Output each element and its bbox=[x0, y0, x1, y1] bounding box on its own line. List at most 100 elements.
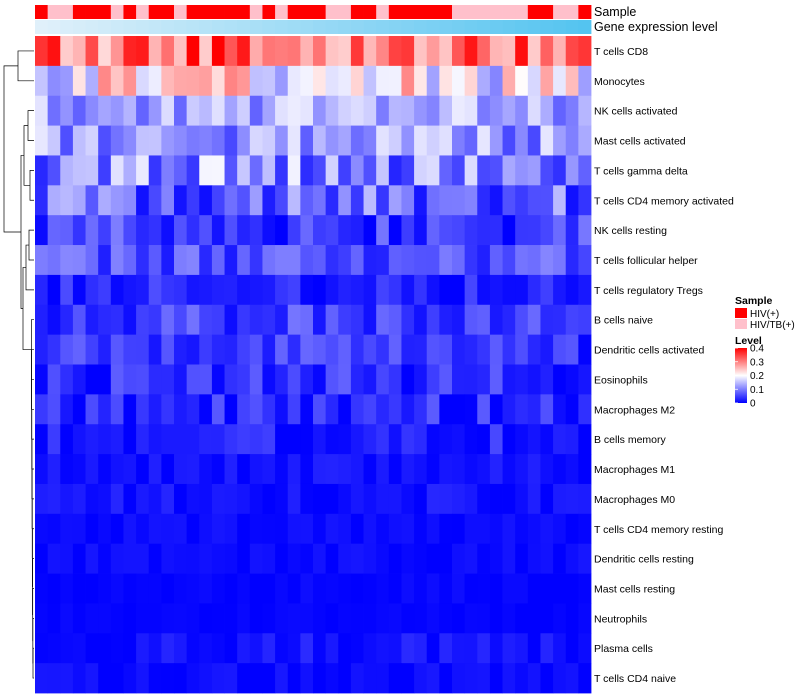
sample-annotation-cell bbox=[578, 5, 592, 19]
dendrogram-branch bbox=[31, 498, 34, 559]
heatmap-cell bbox=[464, 155, 478, 186]
heatmap-cell bbox=[287, 155, 301, 186]
heatmap-cell bbox=[350, 125, 364, 156]
heatmap-cell bbox=[211, 95, 225, 126]
heatmap-cell bbox=[224, 65, 238, 97]
heatmap-cell bbox=[565, 543, 579, 574]
heatmap-cell bbox=[439, 36, 453, 67]
heatmap-cell bbox=[300, 95, 314, 126]
heatmap-cell bbox=[72, 185, 86, 216]
heatmap-cell bbox=[376, 424, 390, 455]
heatmap-cell bbox=[338, 36, 352, 67]
heatmap-cell bbox=[477, 513, 491, 545]
heatmap-cell bbox=[35, 125, 49, 156]
heatmap-cell bbox=[35, 394, 49, 425]
heatmap-cell bbox=[464, 454, 478, 485]
heatmap-cell bbox=[199, 215, 213, 246]
heatmap-cell bbox=[376, 95, 390, 126]
heatmap-cell bbox=[363, 215, 377, 246]
heatmap-cell bbox=[237, 245, 251, 276]
sample-annotation-cell bbox=[47, 5, 61, 19]
heatmap-cell bbox=[47, 663, 61, 694]
heatmap-cell bbox=[98, 155, 112, 186]
heatmap-cell bbox=[426, 394, 440, 425]
heatmap-cell bbox=[439, 274, 453, 306]
heatmap-cell bbox=[136, 543, 150, 574]
heatmap-cell bbox=[148, 513, 162, 545]
heatmap-cell bbox=[161, 185, 175, 216]
heatmap-cell bbox=[199, 633, 213, 664]
heatmap-cell bbox=[72, 155, 86, 186]
heatmap-cell bbox=[186, 454, 200, 485]
heatmap-cell bbox=[110, 125, 124, 156]
heatmap-cell bbox=[85, 633, 99, 664]
heatmap-cell bbox=[313, 603, 327, 634]
heatmap-cell bbox=[401, 245, 415, 276]
heatmap-cell bbox=[211, 633, 225, 664]
heatmap-cell bbox=[186, 215, 200, 246]
heatmap-cell bbox=[287, 663, 301, 694]
heatmap-cell bbox=[237, 633, 251, 664]
heatmap-cell bbox=[47, 603, 61, 634]
heatmap-cell bbox=[464, 394, 478, 425]
heatmap-cell bbox=[401, 185, 415, 216]
heatmap-cell bbox=[275, 304, 289, 336]
heatmap-cell bbox=[489, 603, 503, 634]
heatmap-cell bbox=[464, 483, 478, 515]
heatmap-cell bbox=[211, 65, 225, 97]
dendrogram-branch bbox=[32, 528, 34, 587]
heatmap-cell bbox=[98, 573, 112, 604]
heatmap-cell bbox=[477, 483, 491, 515]
heatmap-cell bbox=[237, 424, 251, 455]
heatmap-cell bbox=[338, 424, 352, 455]
heatmap-cell bbox=[313, 65, 327, 97]
heatmap-cell bbox=[464, 573, 478, 604]
heatmap-cell bbox=[464, 603, 478, 634]
heatmap-cell bbox=[515, 454, 529, 485]
heatmap-cell bbox=[287, 125, 301, 156]
heatmap-cell bbox=[414, 573, 428, 604]
gene-expression-annotation-cell bbox=[553, 20, 567, 34]
heatmap-cell bbox=[553, 663, 567, 694]
gene-expression-annotation-cell bbox=[515, 20, 529, 34]
heatmap-cell bbox=[325, 274, 339, 306]
heatmap-cell bbox=[224, 334, 238, 365]
heatmap-cell bbox=[502, 573, 516, 604]
gene-expression-annotation-cell bbox=[98, 20, 112, 34]
sample-annotation-cell bbox=[477, 5, 491, 19]
heatmap-cell bbox=[325, 513, 339, 545]
heatmap-cell bbox=[313, 245, 327, 276]
heatmap-cell bbox=[35, 65, 49, 97]
heatmap-cell bbox=[110, 513, 124, 545]
heatmap-cell bbox=[338, 215, 352, 246]
heatmap-cell bbox=[47, 573, 61, 604]
gene-expression-annotation-cell bbox=[388, 20, 402, 34]
heatmap-cell bbox=[287, 304, 301, 336]
heatmap-cell bbox=[123, 394, 137, 425]
row-label: Mast cells activated bbox=[594, 136, 686, 148]
heatmap-cell bbox=[350, 573, 364, 604]
heatmap-cell bbox=[136, 125, 150, 156]
dendrogram-branch bbox=[25, 244, 34, 291]
heatmap-cell bbox=[123, 215, 137, 246]
heatmap-cell bbox=[98, 36, 112, 67]
heatmap-cell bbox=[287, 364, 301, 395]
heatmap-cell bbox=[578, 125, 592, 156]
heatmap-cell bbox=[174, 155, 188, 186]
heatmap-cell bbox=[553, 454, 567, 485]
heatmap-cell bbox=[553, 334, 567, 365]
heatmap-cell bbox=[477, 394, 491, 425]
heatmap-cell bbox=[515, 245, 529, 276]
heatmap-cell bbox=[439, 304, 453, 336]
heatmap-cell bbox=[186, 65, 200, 97]
heatmap-cell bbox=[578, 65, 592, 97]
heatmap-cell bbox=[287, 543, 301, 574]
heatmap-cell bbox=[489, 334, 503, 365]
heatmap-cell bbox=[527, 424, 541, 455]
heatmap-cell bbox=[527, 155, 541, 186]
heatmap-cell bbox=[85, 304, 99, 336]
row-label: Monocytes bbox=[594, 76, 645, 88]
sample-annotation-cell bbox=[136, 5, 150, 19]
heatmap-cell bbox=[85, 663, 99, 694]
heatmap-cell bbox=[262, 334, 276, 365]
